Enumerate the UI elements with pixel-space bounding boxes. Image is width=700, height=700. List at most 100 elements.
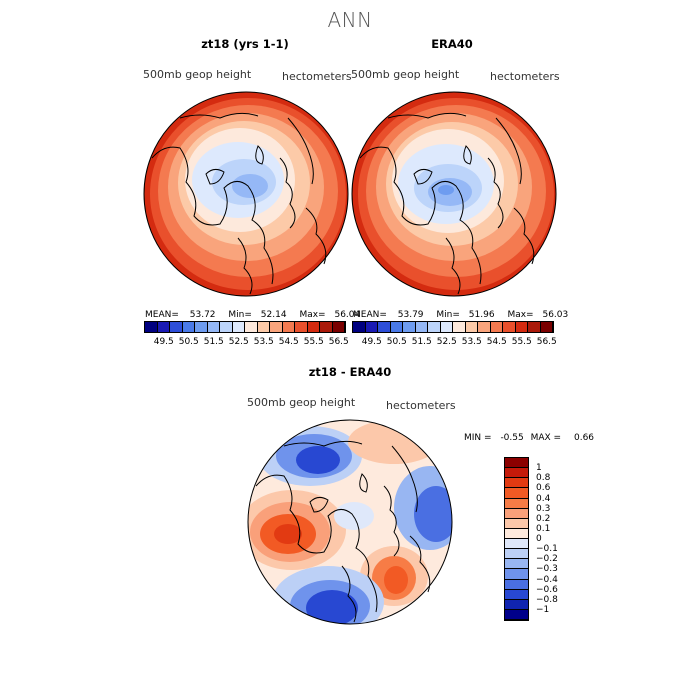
colorbar-tick-label: 53.5 (253, 337, 274, 347)
colorbar-swatch (332, 322, 345, 332)
colorbar-swatch (528, 322, 541, 332)
colorbar-swatch (295, 322, 308, 332)
colorbar-swatch (505, 488, 528, 499)
mean-value: 53.72 (189, 310, 216, 320)
colorbar-tick-label: 0.6 (536, 483, 551, 494)
min-value: 52.14 (260, 310, 287, 320)
map-fill (348, 420, 440, 464)
colorbar-swatch (440, 322, 453, 332)
max-label: Max= (507, 310, 534, 320)
map-fill (274, 524, 302, 544)
colorbar-tick-label: 0.8 (536, 473, 551, 484)
map-boundary (351, 91, 557, 297)
panel1-field-label: 500mb geop height (143, 68, 252, 81)
colorbar-swatch (478, 322, 491, 332)
colorbar-tick-label: −0.3 (536, 564, 558, 575)
colorbar-tick-label: −0.6 (536, 584, 558, 595)
panel2-stats: MEAN= 53.79 Min= 51.96 Max= 56.03 (353, 310, 568, 320)
panel1-map (143, 91, 349, 297)
min-value: 51.96 (468, 310, 495, 320)
panel1-colorbar (144, 321, 346, 333)
colorbar-swatch (505, 518, 528, 529)
colorbar-tick-label: 52.5 (228, 337, 249, 347)
max-value: 56.04 (334, 310, 361, 320)
panel1-units-label: hectometers (282, 70, 352, 83)
colorbar-swatch (505, 599, 528, 610)
colorbar-swatch (282, 322, 295, 332)
map-fill (414, 486, 452, 542)
colorbar-swatch (415, 322, 428, 332)
colorbar-swatch (195, 322, 208, 332)
colorbar-swatch (505, 458, 528, 469)
colorbar-swatch (232, 322, 245, 332)
panel1-colorbar-ticks: 49.5 50.5 51.5 52.5 53.5 54.5 55.5 56.5 (145, 337, 349, 349)
colorbar-swatch (182, 322, 195, 332)
colorbar-swatch (505, 609, 528, 620)
colorbar-swatch (245, 322, 258, 332)
colorbar-tick-label: 55.5 (303, 337, 324, 347)
panel2-units-label: hectometers (490, 70, 560, 83)
panel1-title: zt18 (yrs 1-1) (201, 37, 289, 51)
colorbar-swatch (505, 579, 528, 590)
colorbar-tick-label: 54.5 (278, 337, 299, 347)
colorbar-tick-label: −0.8 (536, 594, 558, 605)
panel3-coastlines (255, 440, 431, 623)
map-fill (384, 566, 408, 594)
min-value: -0.55 (500, 433, 524, 443)
colorbar-tick-label: −0.1 (536, 544, 558, 555)
panel3-stats: MIN = -0.55 MAX = 0.66 (464, 433, 594, 443)
panel2-map (351, 91, 557, 297)
panel2-title: ERA40 (431, 37, 473, 51)
panel2-colorbar-ticks: 49.5 50.5 51.5 52.5 53.5 54.5 55.5 56.5 (353, 337, 557, 349)
min-label: MIN = (464, 433, 492, 443)
min-label: Min= (228, 310, 252, 320)
colorbar-tick-label: 49.5 (361, 337, 382, 347)
colorbar-tick-label: 0.4 (536, 493, 551, 504)
colorbar-swatch (505, 468, 528, 479)
max-label: Max= (299, 310, 326, 320)
colorbar-tick-label: 54.5 (486, 337, 507, 347)
colorbar-tick-label: 0.2 (536, 513, 551, 524)
max-value: 56.03 (542, 310, 569, 320)
colorbar-swatch (505, 589, 528, 600)
panel1-coastlines (151, 112, 327, 295)
colorbar-swatch (320, 322, 333, 332)
map-boundary (247, 419, 453, 625)
colorbar-swatch (505, 539, 528, 550)
colorbar-swatch (353, 322, 366, 332)
colorbar-tick-label: 55.5 (511, 337, 532, 347)
colorbar-tick-label: −0.4 (536, 574, 558, 585)
colorbar-swatch (170, 322, 183, 332)
colorbar-tick-label: 53.5 (461, 337, 482, 347)
colorbar-swatch (490, 322, 503, 332)
map-fill (438, 185, 454, 195)
colorbar-tick-label: 51.5 (203, 337, 224, 347)
panel2-field-label: 500mb geop height (351, 68, 460, 81)
mean-label: MEAN= (145, 310, 179, 320)
colorbar-swatch (220, 322, 233, 332)
colorbar-tick-label: 56.5 (536, 337, 557, 347)
colorbar-swatch (378, 322, 391, 332)
colorbar-swatch (465, 322, 478, 332)
colorbar-tick-label: 52.5 (436, 337, 457, 347)
colorbar-swatch (270, 322, 283, 332)
panel3-units-label: hectometers (386, 399, 456, 412)
colorbar-tick-label: 56.5 (328, 337, 349, 347)
mean-value: 53.79 (397, 310, 424, 320)
colorbar-swatch (505, 508, 528, 519)
panel3-title: zt18 - ERA40 (308, 365, 392, 379)
colorbar-swatch (505, 559, 528, 570)
colorbar-tick-label: 0.1 (536, 523, 551, 534)
colorbar-tick-label: 51.5 (411, 337, 432, 347)
colorbar-swatch (505, 498, 528, 509)
max-value: 0.66 (573, 433, 595, 443)
colorbar-swatch (207, 322, 220, 332)
map-fill (296, 446, 340, 474)
colorbar-swatch (307, 322, 320, 332)
colorbar-swatch (403, 322, 416, 332)
colorbar-swatch (540, 322, 553, 332)
colorbar-swatch (505, 478, 528, 489)
colorbar-tick-label: 50.5 (386, 337, 407, 347)
colorbar-tick-label: 49.5 (153, 337, 174, 347)
panel3-map (247, 419, 453, 625)
